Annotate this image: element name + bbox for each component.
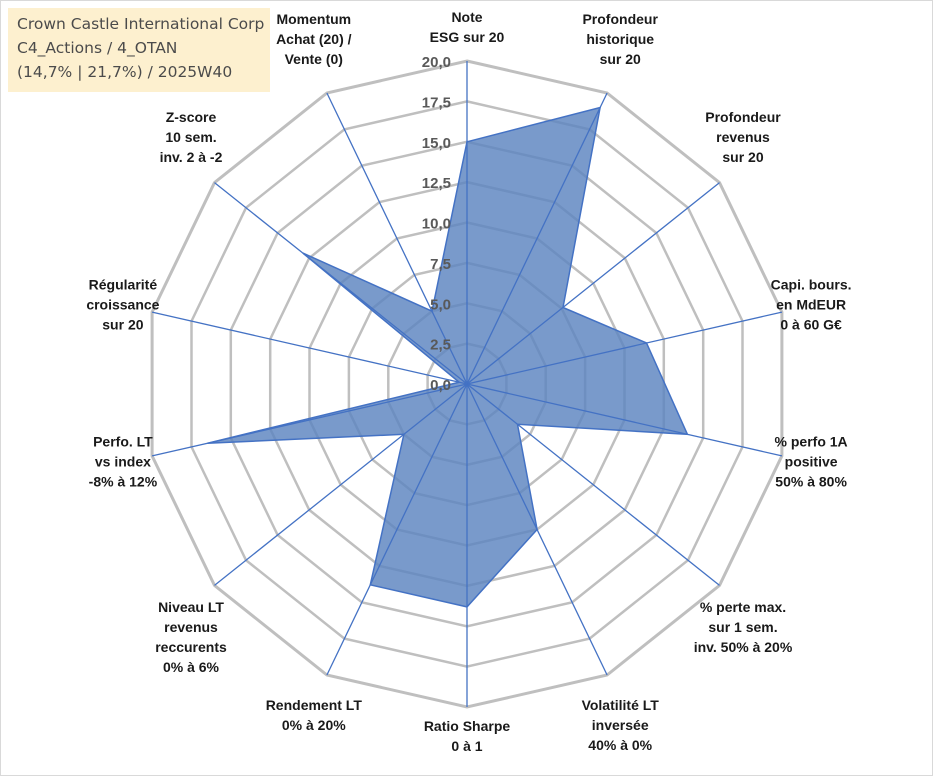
axis-label-line: 40% à 0% [588,737,652,753]
axis-spoke [466,311,783,385]
axis-label-line: sur 20 [600,51,641,67]
tick-label: 20,0 [422,54,451,71]
axis-label-line: inv. 50% à 20% [694,639,793,655]
axis-label-line: Capi. bours. [771,277,852,293]
axis-label: Profondeur historique sur 20 [582,11,658,67]
axis-label: Régularité croissance sur 20 [86,277,159,333]
radar-axes [151,61,783,707]
classification: C4_Actions / 4_OTAN [17,39,178,57]
axis-label-line: Perfo. LT [93,434,153,450]
axis-label: Z-score 10 sem. inv. 2 à -2 [160,109,223,165]
axis-label-line: Momentum [276,11,351,27]
axis-label-line: Achat (20) / [276,31,352,47]
axis-label-line: historique [586,31,654,47]
axis-label-line: Profondeur [705,109,781,125]
axis-label: Capi. bours. en MdEUR 0 à 60 G€ [771,277,852,333]
axis-label: Ratio Sharpe 0 à 1 [424,718,511,754]
axis-label: Niveau LT revenus reccurents 0% à 6% [155,599,227,675]
axis-label-line: inversée [592,717,649,733]
axis-spoke [151,383,468,457]
axis-label: Profondeur revenus sur 20 [705,109,781,165]
radar-axis-labels: Note ESG sur 20 Profondeur historique sur 20… [86,9,851,754]
axis-label-line: Vente (0) [285,51,343,67]
radar-tick-labels: 0,0 2,5 5,0 7,5 10,0 12,5 15,0 17,5 20,0 [422,54,451,394]
axis-label-line: 0% à 6% [163,659,220,675]
axis-spoke [466,182,720,385]
performance-week: (14,7% | 21,7%) / 2025W40 [17,63,233,81]
tick-label: 7,5 [430,256,451,273]
axis-label-line: revenus [716,129,770,145]
axis-label-line: reccurents [155,639,227,655]
axis-label-line: sur 20 [722,149,763,165]
axis-spoke [466,92,608,385]
axis-label-line: Régularité [89,277,158,293]
axis-label-line: 10 sem. [165,129,216,145]
axis-label-line: % perte max. [700,599,786,615]
axis-label-line: Note [451,9,482,25]
axis-label-line: en MdEUR [776,297,846,313]
axis-spoke [466,383,608,676]
tick-label: 2,5 [430,337,451,354]
axis-label: % perte max. sur 1 sem. inv. 50% à 20% [694,599,793,655]
axis-spoke [151,311,468,385]
axis-label-line: inv. 2 à -2 [160,149,223,165]
axis-label-line: Volatilité LT [582,697,660,713]
axis-spoke [326,92,468,385]
company-name: Crown Castle International Corp [17,15,265,33]
axis-label-line: % perfo 1A [775,434,848,450]
axis-label-line: vs index [95,454,151,470]
tick-label: 0,0 [430,377,451,394]
axis-label: Note ESG sur 20 [430,9,505,45]
axis-label-line: sur 20 [102,317,143,333]
axis-label-line: sur 1 sem. [708,619,777,635]
tick-label: 10,0 [422,216,451,233]
axis-label: Volatilité LT inversée 40% à 0% [582,697,660,753]
axis-label-line: revenus [164,619,218,635]
axis-label-line: -8% à 12% [89,474,158,490]
info-box: Crown Castle International Corp C4_Actio… [8,8,270,92]
axis-label: % perfo 1A positive 50% à 80% [775,434,848,490]
axis-spoke [214,182,468,385]
axis-spoke [466,383,783,457]
axis-label-line: 50% à 80% [775,474,847,490]
tick-label: 5,0 [430,296,451,313]
axis-label-line: croissance [86,297,159,313]
tick-label: 15,0 [422,135,451,152]
axis-label-line: Niveau LT [158,599,224,615]
axis-spoke [466,383,720,586]
axis-label: Rendement LT 0% à 20% [266,697,363,733]
axis-label-line: Ratio Sharpe [424,718,511,734]
axis-label-line: ESG sur 20 [430,29,505,45]
axis-label-line: Profondeur [582,11,658,27]
axis-spoke [214,383,468,586]
axis-label-line: 0% à 20% [282,717,346,733]
tick-label: 17,5 [422,94,451,111]
axis-label: Momentum Achat (20) / Vente (0) [276,11,352,67]
axis-spoke [326,383,468,676]
axis-label-line: positive [785,454,838,470]
axis-label-line: Z-score [166,109,217,125]
axis-label-line: Rendement LT [266,697,363,713]
axis-label-line: 0 à 60 G€ [780,317,842,333]
axis-label-line: 0 à 1 [451,738,482,754]
tick-label: 12,5 [422,175,451,192]
axis-label: Perfo. LT vs index -8% à 12% [89,434,158,490]
